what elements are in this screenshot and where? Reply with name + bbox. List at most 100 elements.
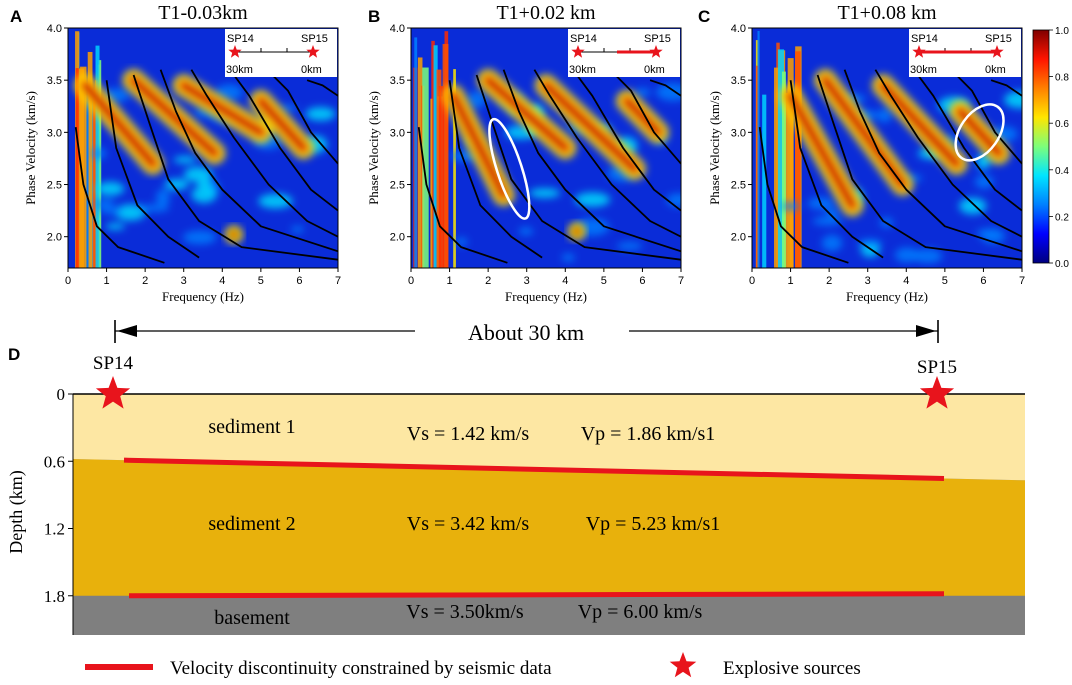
layer-vp-sediment2: Vp = 5.23 km/s1 [586, 513, 721, 535]
inset-dist-0km: 0km [985, 64, 1006, 76]
noise-blob [173, 156, 197, 164]
noise-blob [812, 216, 843, 226]
legend: Velocity discontinuity constrained by se… [85, 652, 861, 679]
discontinuity-line-2 [128, 591, 945, 599]
inset-dist-30km: 30km [910, 64, 937, 76]
dispersion-curve [576, 74, 681, 212]
colorbar-tick-label: 0.2 [1055, 212, 1069, 223]
y-tick-label: 3.0 [731, 127, 746, 139]
legend-star-icon [669, 652, 697, 678]
dispersion-curve [614, 74, 681, 165]
streak [762, 94, 767, 268]
dispersion-curve [843, 69, 1022, 253]
streak [774, 67, 781, 268]
ridge-peak [450, 93, 507, 198]
y-tick-label: 2.0 [47, 232, 62, 244]
streak [781, 71, 786, 268]
noise-blob [666, 193, 681, 207]
y-axis-label: Phase Velocity (km/s) [707, 91, 722, 205]
noise-blob [781, 202, 801, 211]
noise-blob [99, 207, 124, 215]
x-axis-label: Frequency (Hz) [846, 289, 928, 304]
y-tick-label: 4.0 [390, 23, 405, 35]
streak [414, 37, 418, 268]
dispersion-curve [990, 79, 1022, 97]
x-tick-label: 0 [408, 275, 414, 287]
noise-blob [561, 253, 575, 262]
panel-title: T1+0.02 km [496, 2, 595, 24]
noise-blob [894, 247, 919, 263]
model-title: About 30 km [468, 320, 584, 345]
dispersion-curve [306, 79, 338, 97]
dispersion-curve [159, 69, 338, 253]
streak [442, 43, 449, 268]
x-tick-label: 7 [678, 275, 684, 287]
streak [87, 51, 93, 268]
colorbar-tick-label: 0.4 [1055, 166, 1069, 177]
dispersion-curve [132, 74, 338, 261]
streak [757, 30, 760, 268]
noise-blob [94, 199, 115, 208]
streak [777, 49, 785, 268]
y-tick-label: 4.0 [47, 23, 62, 35]
x-tick-label: 7 [1019, 275, 1025, 287]
ridge-peak [131, 77, 218, 156]
layer-vs-basement: Vs = 3.50km/s [406, 601, 524, 623]
source-inset: SP14 SP15 30km 0km [568, 29, 680, 77]
x-tick-label: 1 [447, 275, 453, 287]
noise-blob [635, 88, 651, 97]
y-tick-label: 2.0 [731, 232, 746, 244]
panel-title: T1+0.08 km [837, 2, 936, 24]
inset-label-sp15: SP15 [301, 33, 328, 45]
noise-blob [529, 188, 561, 198]
depth-tick-label: 1.2 [44, 520, 65, 539]
layer-vp-basement: Vp = 6.00 km/s [578, 601, 703, 623]
x-tick-label: 1 [788, 275, 794, 287]
streak [755, 65, 759, 268]
noise-blob [115, 204, 146, 221]
noise-blob [191, 186, 217, 204]
source-star-sp14 [95, 376, 131, 409]
dispersion-curve [233, 74, 338, 212]
x-tick-label: 1 [104, 275, 110, 287]
noise-blob [183, 166, 213, 183]
noise-blob [616, 242, 643, 250]
y-tick-label: 3.5 [390, 75, 405, 87]
dispersion-curve [105, 80, 200, 259]
x-tick-label: 5 [942, 275, 948, 287]
arrowhead-left [117, 325, 137, 337]
dispersion-curve [475, 74, 681, 261]
x-tick-label: 4 [219, 275, 225, 287]
inset-dist-30km: 30km [569, 64, 596, 76]
layer-sediment1 [73, 394, 1025, 481]
inset-dist-30km: 30km [226, 64, 253, 76]
noise-blob [96, 181, 125, 196]
x-tick-label: 3 [865, 275, 871, 287]
source-label-sp15: SP15 [917, 357, 957, 378]
legend-star [669, 652, 697, 678]
x-tick-label: 6 [980, 275, 986, 287]
spectrum-image: SP14 SP15 30km 0km [752, 28, 1022, 268]
model-layers [73, 376, 1025, 635]
spot-core [571, 226, 582, 237]
streak [417, 57, 423, 268]
spot-core [228, 229, 239, 240]
inset-box [225, 29, 337, 77]
plot-frame [410, 27, 682, 269]
arrowhead-right [916, 325, 936, 337]
y-tick-label: 2.0 [390, 232, 405, 244]
panel-a: SP14 SP15 30km 0km T1-0.03km 0 1 2 3 4 5 6 7 2.0 2.5 3.… [23, 2, 341, 304]
depth-tick-label: 1.8 [44, 587, 65, 606]
noise-blob [305, 107, 336, 121]
noise-blob [105, 223, 125, 230]
streak [80, 66, 87, 268]
colorbar-tick-label: 0.8 [1055, 73, 1069, 84]
x-tick-label: 2 [142, 275, 148, 287]
energy-ridges [74, 69, 315, 175]
noise-blob [912, 248, 943, 264]
discontinuity-line-1 [123, 457, 945, 481]
noise-blob [156, 189, 170, 206]
noise-blob [258, 193, 293, 209]
streak [75, 68, 79, 268]
dispersion-curve [874, 69, 1022, 238]
